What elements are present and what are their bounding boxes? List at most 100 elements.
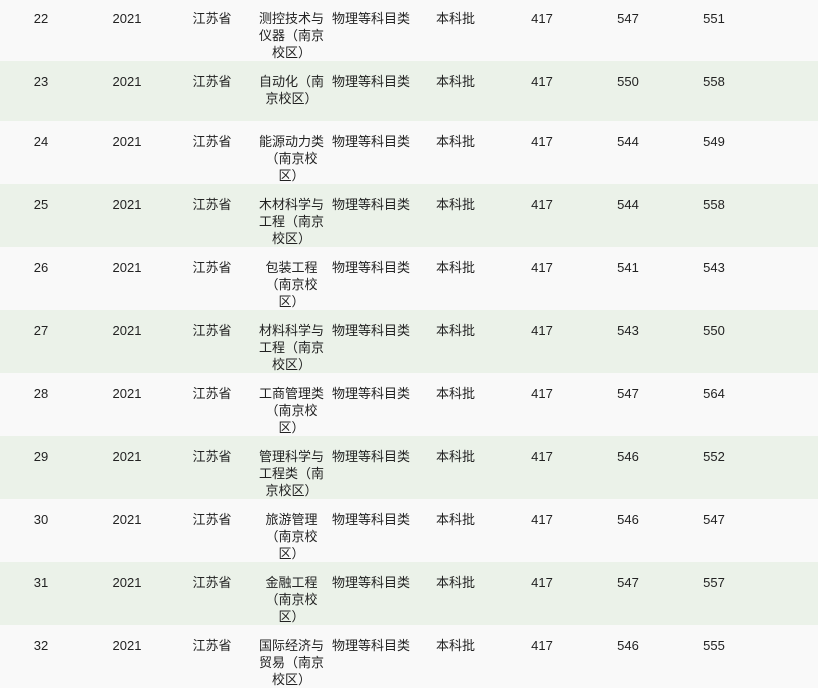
province-cell: 江苏省 (192, 11, 232, 26)
empty-cell (757, 184, 818, 247)
province-cell: 江苏省 (192, 386, 232, 401)
row-number-cell: 26 (33, 260, 49, 275)
min-score-cell: 543 (617, 323, 639, 338)
subject-category-cell: 物理等科目类 (331, 449, 410, 464)
batch-cell: 本科批 (435, 197, 475, 212)
row-number-cell: 24 (33, 134, 49, 149)
province-cell: 江苏省 (192, 638, 232, 653)
empty-cell (757, 61, 818, 121)
table-row: 24 2021 江苏省 能源动力类（南京校区） 物理等科目类 本科批 417 544 549 (0, 121, 818, 184)
table-row: 28 2021 江苏省 工商管理类（南京校区） 物理等科目类 本科批 417 547 564 (0, 373, 818, 436)
year-cell: 2021 (112, 575, 142, 590)
major-cell: 自动化（南京校区） (258, 74, 324, 106)
table-row: 25 2021 江苏省 木材科学与工程（南京校区） 物理等科目类 本科批 417 544 558 (0, 184, 818, 247)
max-score-cell: 558 (703, 74, 725, 89)
control-line-cell: 417 (531, 386, 553, 401)
province-cell: 江苏省 (192, 323, 232, 338)
year-cell: 2021 (112, 323, 142, 338)
major-cell: 木材科学与工程（南京校区） (258, 197, 324, 246)
batch-cell: 本科批 (435, 323, 475, 338)
control-line-cell: 417 (531, 197, 553, 212)
control-line-cell: 417 (531, 575, 553, 590)
subject-category-cell: 物理等科目类 (331, 638, 410, 653)
max-score-cell: 550 (703, 323, 725, 338)
table-row: 22 2021 江苏省 测控技术与仪器（南京校区） 物理等科目类 本科批 417 547 551 (0, 0, 818, 61)
batch-cell: 本科批 (435, 512, 475, 527)
min-score-cell: 544 (617, 134, 639, 149)
max-score-cell: 543 (703, 260, 725, 275)
batch-cell: 本科批 (435, 638, 475, 653)
max-score-cell: 551 (703, 11, 725, 26)
batch-cell: 本科批 (435, 260, 475, 275)
row-number-cell: 23 (33, 74, 49, 89)
major-cell: 国际经济与贸易（南京校区） (258, 638, 324, 687)
year-cell: 2021 (112, 638, 142, 653)
control-line-cell: 417 (531, 449, 553, 464)
year-cell: 2021 (112, 260, 142, 275)
subject-category-cell: 物理等科目类 (331, 74, 410, 89)
table-row: 23 2021 江苏省 自动化（南京校区） 物理等科目类 本科批 417 550 558 (0, 61, 818, 121)
batch-cell: 本科批 (435, 575, 475, 590)
subject-category-cell: 物理等科目类 (331, 323, 410, 338)
row-number-cell: 28 (33, 386, 49, 401)
min-score-cell: 541 (617, 260, 639, 275)
year-cell: 2021 (112, 386, 142, 401)
province-cell: 江苏省 (192, 74, 232, 89)
empty-cell (757, 436, 818, 499)
row-number-cell: 31 (33, 575, 49, 590)
empty-cell (757, 247, 818, 310)
major-cell: 测控技术与仪器（南京校区） (258, 11, 324, 60)
major-cell: 管理科学与工程类（南京校区） (258, 449, 324, 498)
batch-cell: 本科批 (435, 134, 475, 149)
province-cell: 江苏省 (192, 197, 232, 212)
subject-category-cell: 物理等科目类 (331, 386, 410, 401)
row-number-cell: 25 (33, 197, 49, 212)
major-cell: 能源动力类（南京校区） (258, 134, 324, 183)
table-row: 31 2021 江苏省 金融工程（南京校区） 物理等科目类 本科批 417 547 557 (0, 562, 818, 625)
empty-cell (757, 310, 818, 373)
year-cell: 2021 (112, 512, 142, 527)
min-score-cell: 547 (617, 575, 639, 590)
row-number-cell: 22 (33, 11, 49, 26)
batch-cell: 本科批 (435, 386, 475, 401)
min-score-cell: 546 (617, 638, 639, 653)
max-score-cell: 555 (703, 638, 725, 653)
subject-category-cell: 物理等科目类 (331, 11, 410, 26)
year-cell: 2021 (112, 11, 142, 26)
table-row: 29 2021 江苏省 管理科学与工程类（南京校区） 物理等科目类 本科批 417 546 55… (0, 436, 818, 499)
empty-cell (757, 0, 818, 61)
min-score-cell: 547 (617, 11, 639, 26)
table-row: 30 2021 江苏省 旅游管理（南京校区） 物理等科目类 本科批 417 546 547 (0, 499, 818, 562)
min-score-cell: 546 (617, 512, 639, 527)
row-number-cell: 30 (33, 512, 49, 527)
min-score-cell: 550 (617, 74, 639, 89)
max-score-cell: 558 (703, 197, 725, 212)
province-cell: 江苏省 (192, 449, 232, 464)
province-cell: 江苏省 (192, 260, 232, 275)
min-score-cell: 547 (617, 386, 639, 401)
table-row: 27 2021 江苏省 材料科学与工程（南京校区） 物理等科目类 本科批 417 543 550 (0, 310, 818, 373)
max-score-cell: 549 (703, 134, 725, 149)
control-line-cell: 417 (531, 512, 553, 527)
major-cell: 金融工程（南京校区） (265, 575, 318, 624)
max-score-cell: 552 (703, 449, 725, 464)
max-score-cell: 564 (703, 386, 725, 401)
year-cell: 2021 (112, 449, 142, 464)
subject-category-cell: 物理等科目类 (331, 260, 410, 275)
row-number-cell: 32 (33, 638, 49, 653)
control-line-cell: 417 (531, 74, 553, 89)
empty-cell (757, 562, 818, 625)
max-score-cell: 547 (703, 512, 725, 527)
subject-category-cell: 物理等科目类 (331, 512, 410, 527)
empty-cell (757, 121, 818, 184)
batch-cell: 本科批 (435, 11, 475, 26)
row-number-cell: 29 (33, 449, 49, 464)
batch-cell: 本科批 (435, 449, 475, 464)
empty-cell (757, 625, 818, 688)
table-row: 26 2021 江苏省 包装工程（南京校区） 物理等科目类 本科批 417 541 543 (0, 247, 818, 310)
min-score-cell: 546 (617, 449, 639, 464)
min-score-cell: 544 (617, 197, 639, 212)
max-score-cell: 557 (703, 575, 725, 590)
